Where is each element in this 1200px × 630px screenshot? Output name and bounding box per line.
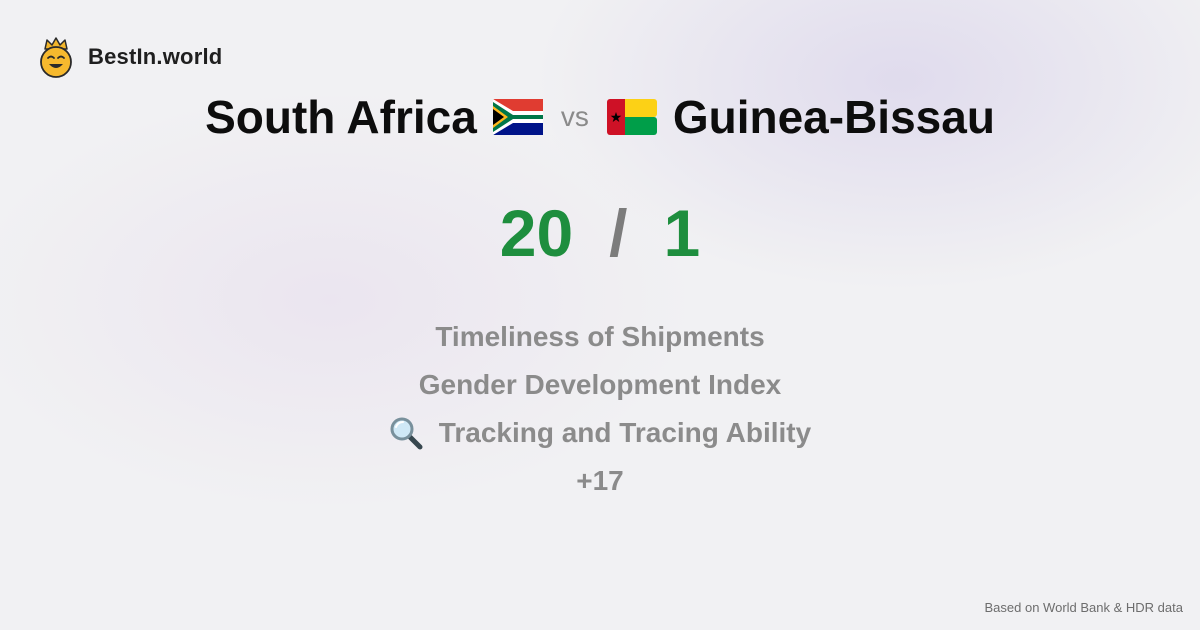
magnifying-glass-icon [390,417,423,450]
metric-label: Timeliness of Shipments [435,321,765,352]
brand[interactable]: BestIn.world [38,36,222,78]
metric-list: Timeliness of Shipments Gender Developme… [0,313,1200,505]
right-score: 1 [663,196,701,270]
score-separator: / [609,196,628,270]
left-country-name: South Africa [205,91,477,143]
metric-item: Gender Development Index [0,361,1200,409]
left-score: 20 [499,196,574,270]
brand-name: BestIn.world [88,44,223,69]
south-africa-flag-icon [492,99,543,135]
score: 20 / 1 [0,195,1200,271]
smiling-crown-face-icon [40,37,72,78]
metric-item: Timeliness of Shipments [0,313,1200,361]
metric-item: Tracking and Tracing Ability [0,409,1200,457]
versus-label: vs [560,101,589,132]
metric-label: Tracking and Tracing Ability [438,417,812,448]
right-country-name: Guinea-Bissau [672,91,995,143]
data-source-note: Based on World Bank & HDR data [984,600,1183,615]
comparison-title: South Africa vs Guinea-Bissau [0,85,1200,149]
metric-label: Gender Development Index [418,369,782,400]
guinea-bissau-flag-icon [606,99,657,135]
more-metrics-count[interactable]: +17 [576,465,624,496]
